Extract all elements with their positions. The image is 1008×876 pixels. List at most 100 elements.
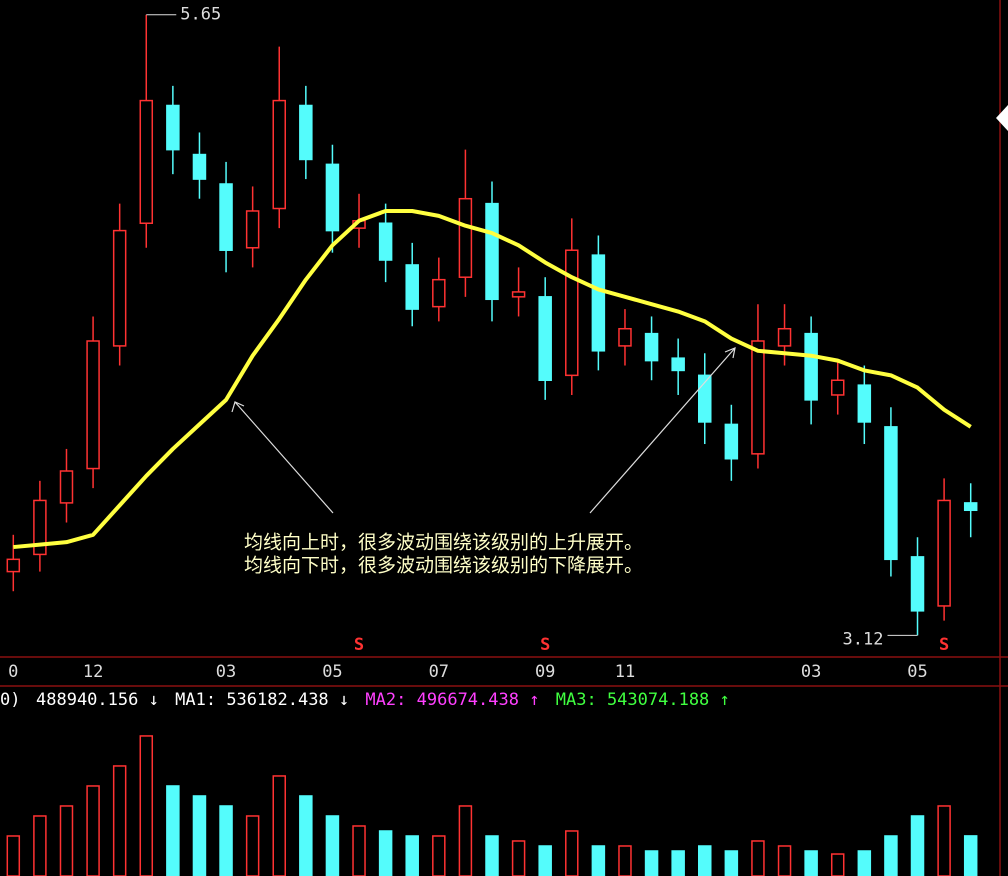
note: 均线向上时，很多波动围绕该级别的上升展开。 xyxy=(244,532,643,554)
signal-marker: S xyxy=(540,635,550,655)
volume-bar xyxy=(511,840,526,876)
candle-body xyxy=(857,384,872,423)
low-label: 3.12 xyxy=(843,629,884,649)
candle-body xyxy=(485,202,499,301)
candle-body xyxy=(565,249,579,377)
volume-bar xyxy=(857,850,872,876)
ma-trend: ↑ xyxy=(529,690,539,710)
volume-bar xyxy=(432,835,446,876)
candle-body xyxy=(538,296,552,381)
candle-body xyxy=(804,332,818,401)
volume-bar xyxy=(33,815,47,876)
candle-body xyxy=(245,210,260,249)
candle-body xyxy=(112,229,127,347)
volume-bar xyxy=(751,840,765,876)
x-tick-label: 05 xyxy=(322,662,342,682)
candle-body xyxy=(671,357,685,372)
candle-body xyxy=(192,153,207,180)
volume-bar xyxy=(671,850,685,876)
x-tick-label: 03 xyxy=(216,662,236,682)
volume-bar xyxy=(591,845,606,876)
candle-body xyxy=(591,254,606,352)
volume-bar xyxy=(352,825,366,876)
volume-bar xyxy=(59,805,74,876)
volume-bar xyxy=(485,835,499,876)
candle-body xyxy=(751,340,765,455)
moving-average xyxy=(13,208,972,550)
x-tick-label: 05 xyxy=(907,662,927,682)
ma-name: MA2: xyxy=(365,690,406,710)
candle-body xyxy=(378,222,393,261)
volume-bar xyxy=(272,775,286,876)
candle-body xyxy=(405,264,419,310)
candle-body xyxy=(432,278,446,308)
ma-trend: ↑ xyxy=(720,690,730,710)
candle-body xyxy=(59,470,74,504)
candle-body xyxy=(937,499,951,607)
candle-body xyxy=(963,502,978,512)
high-label: 5.65 xyxy=(180,5,221,25)
candle-body xyxy=(618,327,632,347)
signal-marker: S xyxy=(354,635,364,655)
volume-bar xyxy=(618,845,632,876)
candle-body xyxy=(6,558,21,573)
scroll-marker xyxy=(996,105,1008,131)
note: 均线向下时，很多波动围绕该级别的下降展开。 xyxy=(244,555,643,577)
note-arrow xyxy=(589,347,736,514)
candle-body xyxy=(698,374,712,423)
volume-bar xyxy=(192,795,207,876)
ma-trend: ↓ xyxy=(339,690,349,710)
volume-bar xyxy=(538,845,552,876)
volume-bar xyxy=(724,850,739,876)
volume-bar xyxy=(166,785,180,876)
volume-bar xyxy=(565,830,579,876)
x-tick-label: 09 xyxy=(535,662,555,682)
volume-bar xyxy=(112,765,127,876)
note-arrowhead xyxy=(724,347,736,359)
x-tick-label: 07 xyxy=(429,662,449,682)
candle-body xyxy=(139,99,154,224)
volume-bar xyxy=(458,805,473,876)
candle-body xyxy=(724,423,739,460)
volume-bar xyxy=(219,805,233,876)
volume-bar xyxy=(325,815,340,876)
volume-bar xyxy=(910,815,925,876)
note-arrow xyxy=(234,401,334,514)
ma-value: 536182.438 xyxy=(226,690,328,710)
x-tick-label: 12 xyxy=(83,662,103,682)
volume-bar xyxy=(963,835,978,876)
volume-bar xyxy=(6,835,21,876)
volume-bar xyxy=(245,815,260,876)
ma-value: 543074.188 xyxy=(607,690,709,710)
volume-bar xyxy=(830,853,845,876)
volume-bar xyxy=(139,735,154,876)
candle-body xyxy=(830,379,845,396)
candles xyxy=(6,14,978,636)
volume-bar xyxy=(884,835,898,876)
candle-body xyxy=(884,426,898,561)
volume-bar xyxy=(804,850,818,876)
volume-bar xyxy=(777,845,792,876)
x-tick-label: 11 xyxy=(615,662,635,682)
candle-body xyxy=(272,99,286,210)
volume-label: 0) xyxy=(0,690,20,710)
candle-body xyxy=(166,104,180,151)
ma-name: MA3: xyxy=(556,690,597,710)
volume-current: 488940.156 xyxy=(36,690,138,710)
volume-bar xyxy=(405,835,419,876)
volume-bar xyxy=(698,845,712,876)
volume-trend: ↓ xyxy=(149,690,159,710)
ma-value: 496674.438 xyxy=(417,690,519,710)
candle-body xyxy=(511,291,526,298)
volume-stats: 0) 488940.156 ↓ MA1: 536182.438 ↓ MA2: 4… xyxy=(0,690,730,710)
x-tick-label: 03 xyxy=(801,662,821,682)
candle-body xyxy=(458,197,473,278)
candle-body xyxy=(325,163,340,232)
candle-body xyxy=(777,327,792,347)
volume-bar xyxy=(378,830,393,876)
ma-name: MA1: xyxy=(175,690,216,710)
signal-marker: S xyxy=(939,635,949,655)
candle-body xyxy=(86,340,100,470)
candle-body xyxy=(644,332,659,362)
note-arrowhead xyxy=(231,401,245,413)
